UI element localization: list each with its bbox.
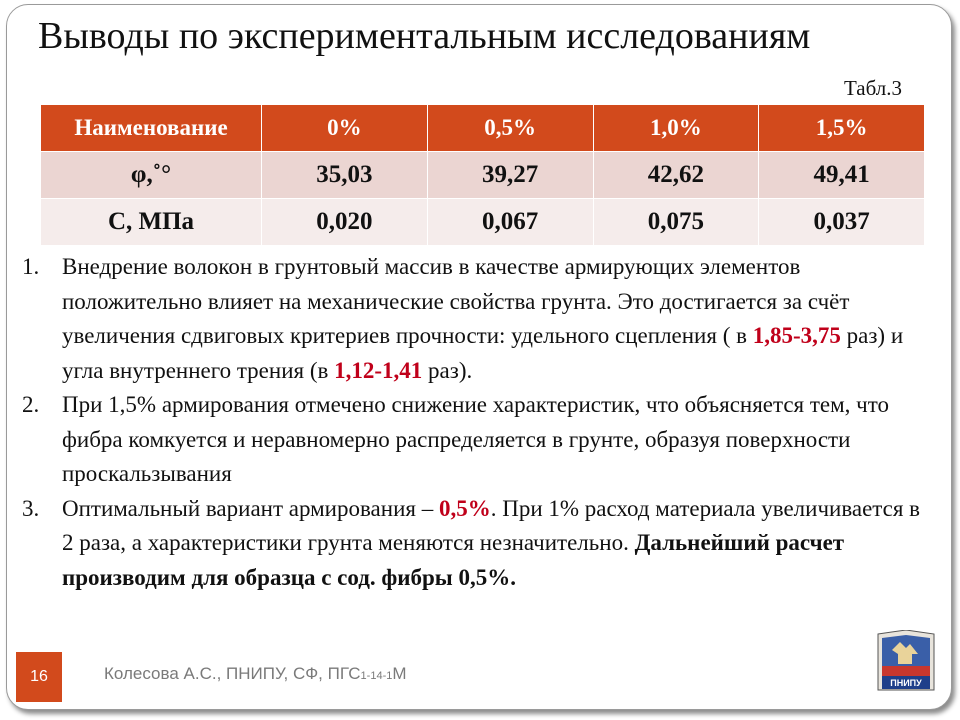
- table-cell: 0,037: [758, 198, 925, 246]
- highlight-value: 1,85-3,75: [752, 323, 841, 348]
- item-number: 2.: [22, 392, 40, 417]
- footer-credit: Колесова А.С., ПНИПУ, СФ, ПГС1-14-1М: [104, 664, 407, 684]
- conclusions-list: 1. Внедрение волокон в грунтовый массив …: [22, 250, 934, 595]
- text-run: Внедрение волокон в грунтовый массив в к…: [62, 254, 850, 348]
- item-number: 3.: [22, 495, 40, 521]
- text-run: Оптимальный вариант армирования –: [62, 495, 439, 521]
- table-row-phi: φ,˚° 35,03 39,27 42,62 49,41: [40, 151, 925, 199]
- university-crest-icon: ПНИПУ: [877, 630, 935, 691]
- table-cell: 0,075: [592, 198, 760, 246]
- table-cell: 0,020: [261, 198, 428, 246]
- text-run: раз) и угла внутреннего трения (в: [62, 323, 904, 383]
- table-cell: 42,62: [592, 151, 760, 199]
- table-cell: 35,03: [261, 151, 428, 199]
- slide-title: Выводы по экспериментальным исследования…: [38, 15, 811, 57]
- results-table: Наименование 0% 0,5% 1,0% 1,5% φ,˚° 35,0…: [40, 104, 925, 246]
- svg-text:ПНИПУ: ПНИПУ: [890, 678, 922, 688]
- table-cell: 39,27: [426, 151, 594, 199]
- list-item: 1. Внедрение волокон в грунтовый массив …: [22, 250, 934, 388]
- highlight-value: 0,5%: [438, 495, 491, 521]
- slide-number: 16: [16, 652, 62, 702]
- text-run: раз).: [422, 357, 473, 383]
- item-text: При 1,5% армирования отмечено снижение х…: [62, 392, 890, 486]
- footer-group-suffix: М: [392, 664, 407, 683]
- highlight-value: 1,12-1,41: [334, 357, 423, 383]
- header-10pct: 1,0%: [592, 104, 760, 152]
- table-row-c: С, МПа 0,020 0,067 0,075 0,037: [40, 198, 925, 246]
- item-text: Внедрение волокон в грунтовый массив в к…: [62, 250, 934, 388]
- row-label: φ,˚°: [40, 151, 262, 199]
- list-item: 2. При 1,5% армирования отмечено снижени…: [22, 388, 934, 492]
- text-run: . При 1% расход материала увеличивается …: [62, 495, 921, 556]
- item-text: Оптимальный вариант армирования – 0,5%. …: [62, 492, 934, 596]
- bold-conclusion: Дальнейший расчет производим для образца…: [62, 530, 845, 590]
- table-caption: Табл.3: [843, 76, 902, 100]
- row-label: С, МПа: [40, 198, 262, 246]
- table-cell: 49,41: [758, 151, 925, 199]
- table-cell: 0,067: [426, 198, 594, 246]
- header-name: Наименование: [40, 104, 262, 152]
- footer-author: Колесова А.С., ПНИПУ, СФ, ПГС: [104, 664, 361, 683]
- footer-group: 1-14-1: [360, 670, 393, 682]
- table-header-row: Наименование 0% 0,5% 1,0% 1,5%: [40, 104, 925, 152]
- header-05pct: 0,5%: [426, 104, 594, 152]
- header-0pct: 0%: [261, 104, 428, 152]
- header-15pct: 1,5%: [758, 104, 925, 152]
- item-number: 1.: [22, 254, 40, 279]
- list-item: 3. Оптимальный вариант армирования – 0,5…: [22, 492, 934, 596]
